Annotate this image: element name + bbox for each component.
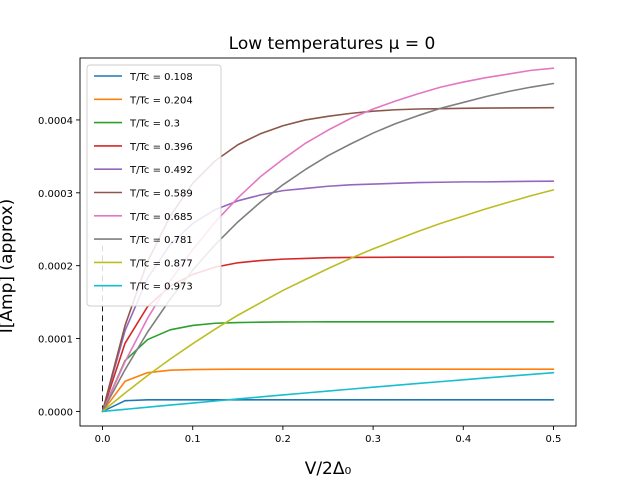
x-tick-label-1: 0.1	[185, 434, 201, 445]
y-tick-label-1: 0.0001	[38, 335, 73, 346]
series-line-9	[101, 371, 555, 413]
y-axis-title: I[Amp] (approx)	[0, 199, 17, 333]
legend-label-9: T/Tc = 0.973	[129, 282, 193, 293]
y-tick-label-4: 0.0004	[38, 116, 73, 127]
axes-frame	[79, 57, 577, 427]
y-tick-label-0: 0.0000	[38, 407, 73, 418]
legend-label-6: T/Tc = 0.685	[129, 212, 193, 223]
x-tick-label-5: 0.5	[546, 434, 562, 445]
y-tick-label-3: 0.0003	[38, 189, 73, 200]
legend-label-1: T/Tc = 0.204	[129, 95, 193, 106]
legend-label-8: T/Tc = 0.877	[129, 258, 193, 269]
legend-box	[86, 64, 222, 307]
legend-label-3: T/Tc = 0.396	[129, 142, 193, 153]
series-line-8	[101, 189, 555, 413]
y-tick-label-2: 0.0002	[38, 262, 73, 273]
legend-label-5: T/Tc = 0.589	[129, 189, 193, 200]
series-line-1	[101, 368, 555, 413]
x-tick-label-2: 0.2	[275, 434, 291, 445]
legend-label-2: T/Tc = 0.3	[129, 119, 180, 130]
x-tick-label-4: 0.4	[455, 434, 471, 445]
x-tick-label-3: 0.3	[365, 434, 381, 445]
x-tick-label-0: 0.0	[95, 434, 111, 445]
legend-label-4: T/Tc = 0.492	[129, 165, 193, 176]
series-line-2	[101, 320, 555, 413]
legend-label-7: T/Tc = 0.781	[129, 235, 193, 246]
legend: T/Tc = 0.108 T/Tc = 0.204 T/Tc = 0.3 T/Tc =…	[86, 64, 222, 307]
series-line-0	[101, 398, 555, 413]
axes: 0.0 0.1 0.2 0.3 0.4 0.5 0.0000 0.0001 0.0002 0.00…	[38, 57, 577, 445]
legend-label-0: T/Tc = 0.108	[129, 72, 193, 83]
x-axis-title: V/2Δ₀	[305, 459, 352, 479]
chart-title: Low temperatures μ = 0	[229, 34, 436, 54]
